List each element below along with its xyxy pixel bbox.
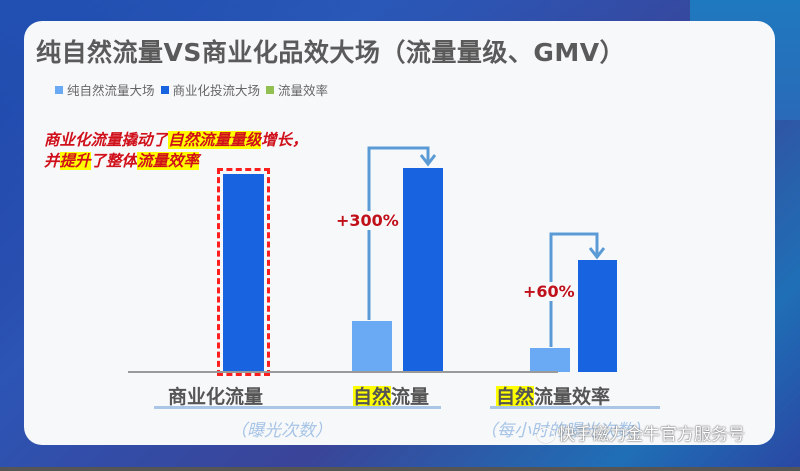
legend-label: 纯自然流量大场 xyxy=(67,83,155,98)
annotation-text: 增长， xyxy=(261,131,308,149)
wechat-icon xyxy=(537,427,555,443)
sub-label-hourly-exposure: （每小时的曝光次数） xyxy=(480,421,650,441)
category-label-commercial: 商业化流量 xyxy=(168,382,263,409)
category-underline-1 xyxy=(154,406,441,409)
bar-commercial-group2 xyxy=(403,168,443,372)
legend-item-commercial: 商业化投流大场 xyxy=(160,80,261,99)
bar-commercial-group3 xyxy=(578,260,617,372)
chart-legend: 纯自然流量大场 商业化投流大场 流量效率 xyxy=(55,80,334,99)
annotation-highlight: 自然流量量级 xyxy=(168,131,262,149)
legend-item-natural: 纯自然流量大场 xyxy=(55,80,155,99)
x-axis-line xyxy=(128,371,558,373)
legend-label: 流量效率 xyxy=(278,83,329,98)
annotation-line-2: 并提升了整体流量效率 xyxy=(44,151,308,172)
highlight-dashed-box xyxy=(217,168,270,376)
legend-swatch-natural xyxy=(55,85,63,94)
bar-natural-group2 xyxy=(352,321,392,372)
watermark: 快手磁力金牛官方服务号 xyxy=(537,420,745,445)
chart-annotation: 商业化流量撬动了自然流量量级增长， 并提升了整体流量效率 xyxy=(44,130,308,172)
slide-title: 纯自然流量VS商业化品效大场（流量量级、GMV） xyxy=(36,38,626,67)
category-label-efficiency: 自然流量效率 xyxy=(496,382,610,409)
change-label-group3: +60% xyxy=(521,282,577,301)
legend-swatch-efficiency xyxy=(266,85,275,94)
change-label-group2: +300% xyxy=(334,211,401,230)
legend-swatch-commercial xyxy=(160,85,169,94)
category-underline-2 xyxy=(490,406,660,409)
annotation-highlight: 提升 xyxy=(59,152,91,170)
annotation-text: 了整体 xyxy=(90,152,138,170)
sub-label-exposure: （曝光次数） xyxy=(230,421,332,441)
category-highlight: 自然 xyxy=(496,386,535,408)
category-label-natural: 自然流量 xyxy=(353,382,429,409)
annotation-line-1: 商业化流量撬动了自然流量量级增长， xyxy=(44,130,308,151)
legend-item-efficiency: 流量效率 xyxy=(266,80,328,99)
legend-label: 商业化投流大场 xyxy=(172,83,261,98)
annotation-text: 商业化流量撬动了 xyxy=(44,131,169,149)
annotation-highlight: 流量效率 xyxy=(137,152,200,170)
bottom-edge xyxy=(0,467,800,471)
bar-natural-group3 xyxy=(530,348,570,372)
category-text: 流量 xyxy=(391,386,430,408)
category-highlight: 自然 xyxy=(353,386,392,408)
category-text: 商业化流量 xyxy=(168,386,264,408)
watermark-text: 快手磁力金牛官方服务号 xyxy=(558,425,745,445)
annotation-text: 并 xyxy=(44,152,60,170)
category-text: 流量效率 xyxy=(534,386,611,408)
bar-commercial-group1 xyxy=(223,174,264,372)
